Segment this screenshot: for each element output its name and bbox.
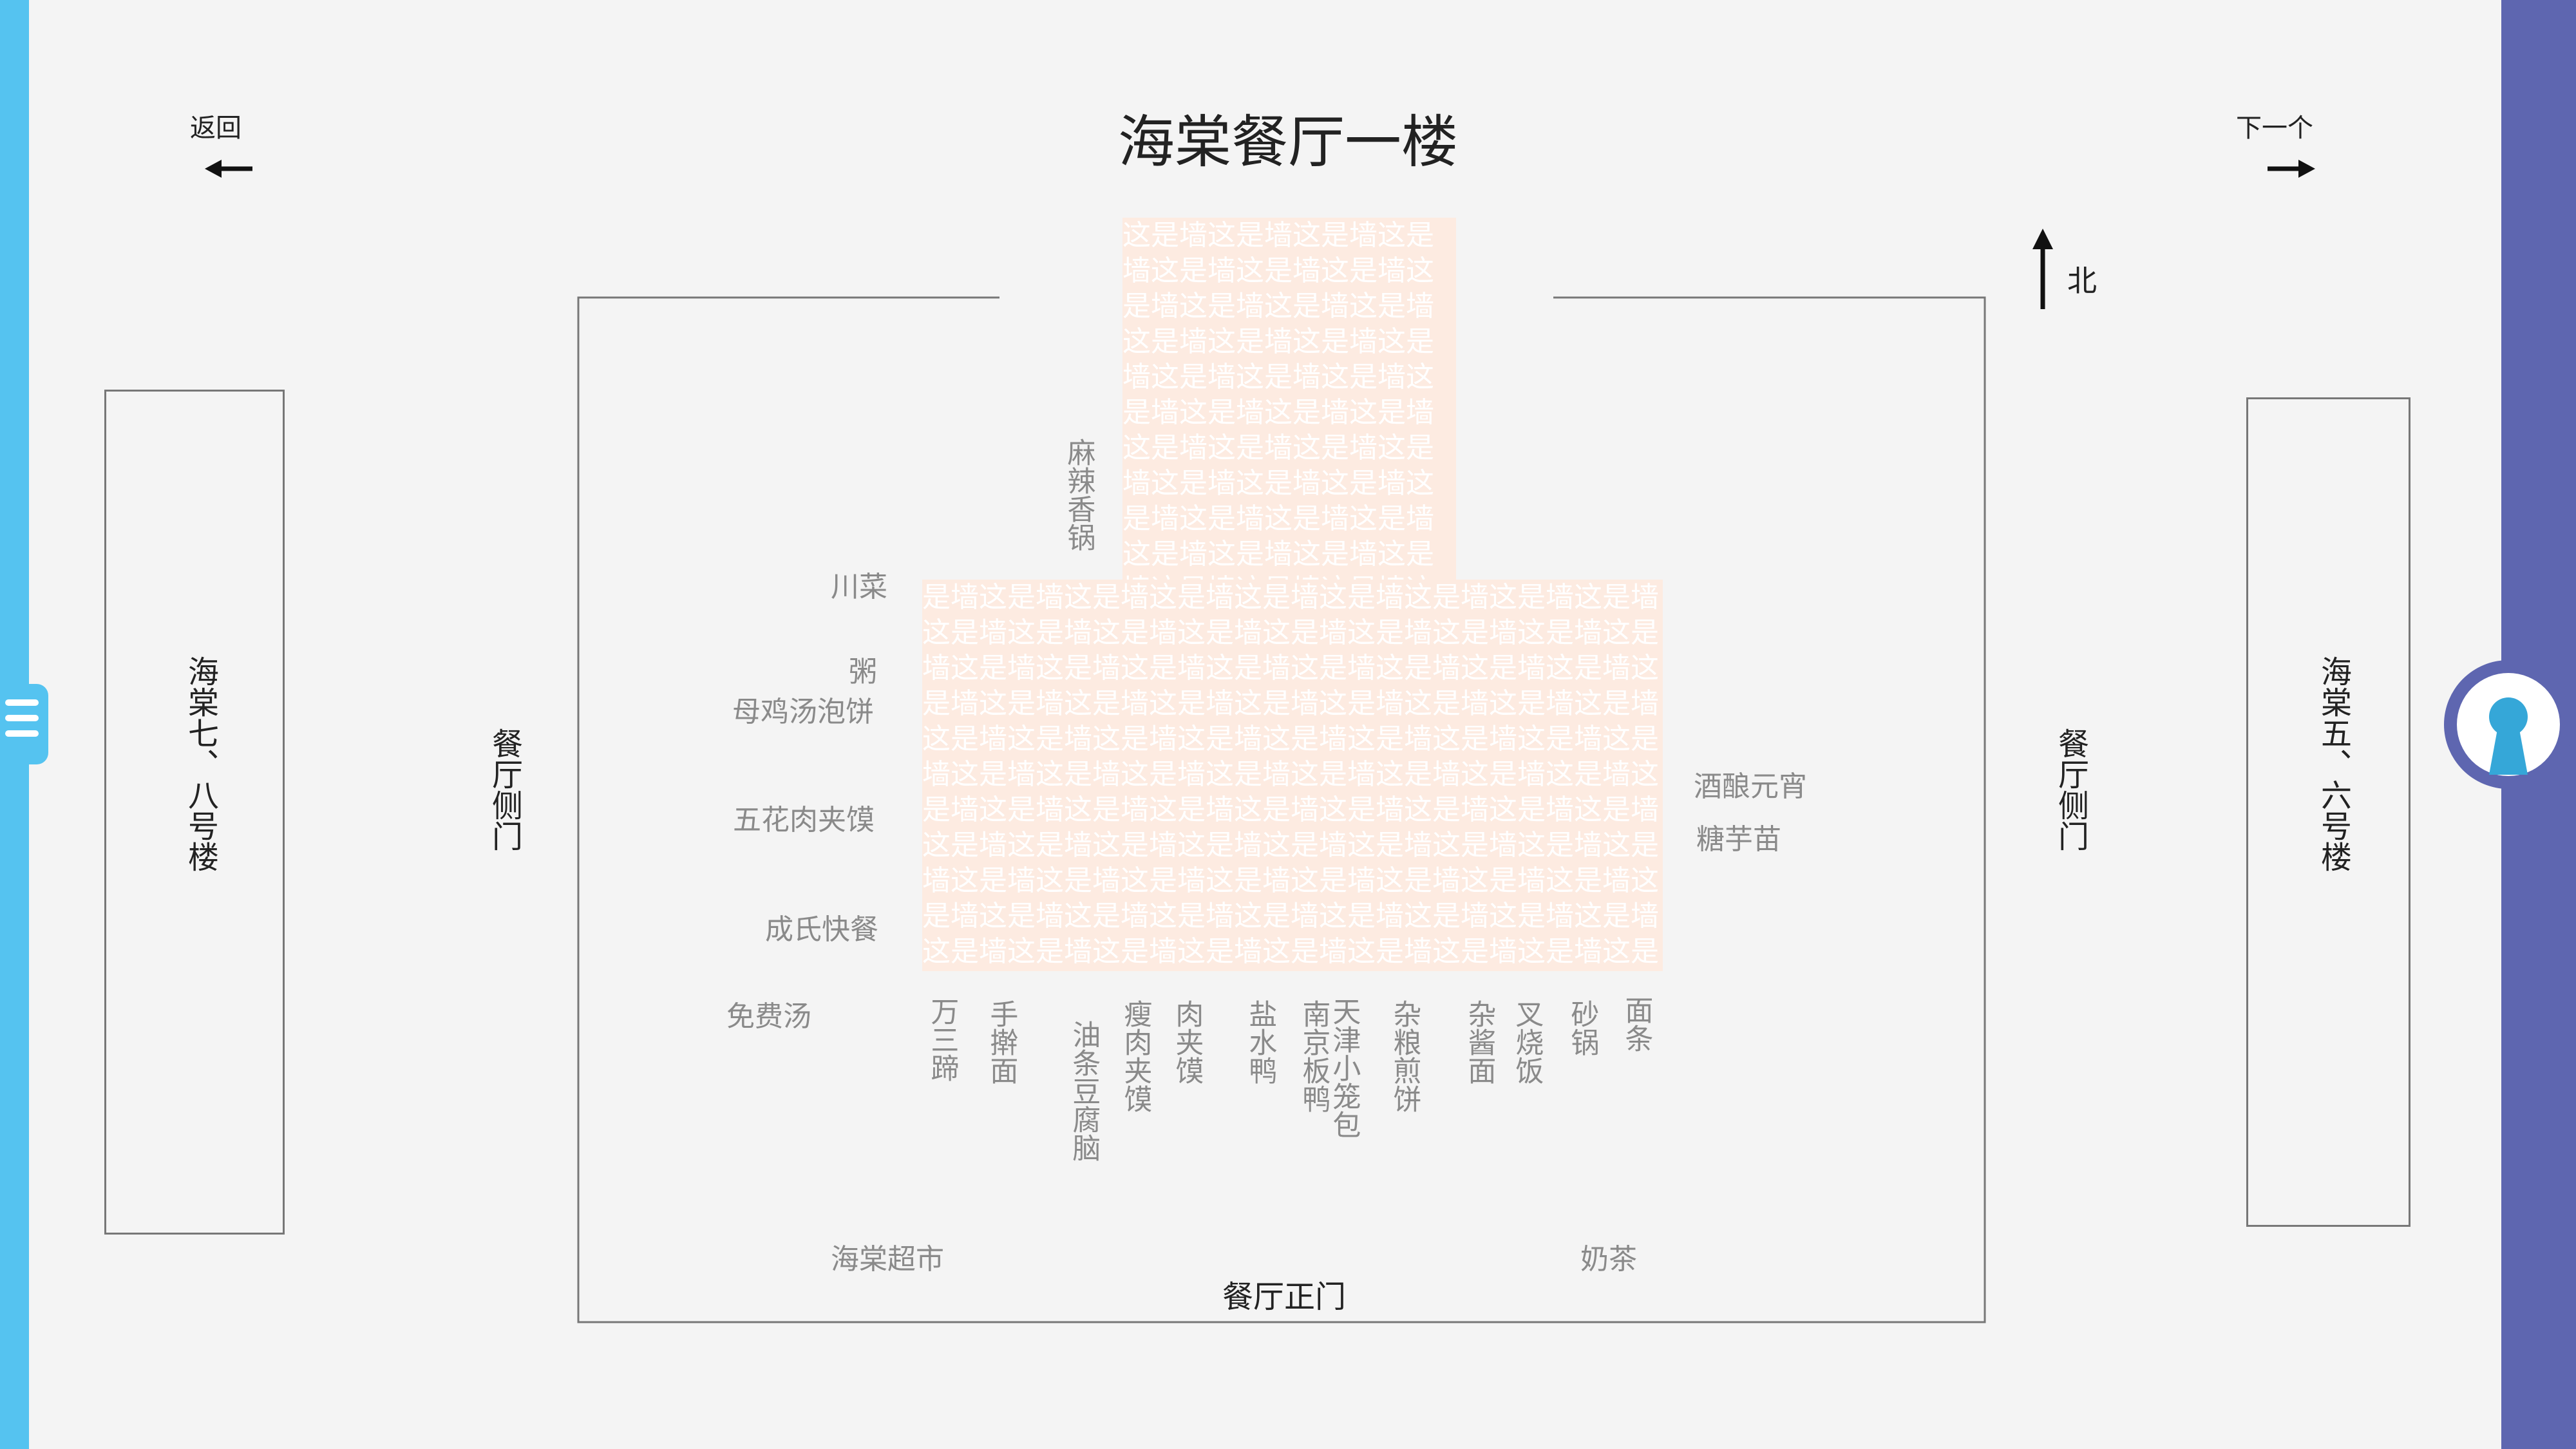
stall-naicha[interactable]: 奶茶 (1580, 1243, 1637, 1276)
stall-jiuniang[interactable]: 酒酿元宵 (1694, 770, 1807, 803)
lock-button[interactable] (2444, 660, 2573, 789)
stall-zhou[interactable]: 粥 (849, 656, 877, 688)
menu-icon (5, 699, 39, 737)
stall-malaxiangguo[interactable]: 麻辣香锅 (1062, 438, 1095, 551)
stall-chuancai[interactable]: 川菜 (831, 571, 887, 603)
building-right-label: 海棠五、六号楼 (2315, 656, 2351, 872)
wall-block-main: 是墙这是墙这是墙这是墙这是墙这是墙这是墙这是墙这是墙这是墙这是墙这是墙这是墙这是… (922, 580, 1663, 971)
stall-shaguo[interactable]: 砂锅 (1566, 999, 1599, 1056)
wall-block-top: 这是墙这是墙这是墙这是墙这是墙这是墙这是墙这是墙这是墙这是墙这是墙这是墙这是墙这… (1122, 218, 1456, 580)
stall-tianjin[interactable]: 天津小笼包 (1327, 997, 1361, 1139)
stall-chaoshi[interactable]: 海棠超市 (831, 1243, 944, 1276)
stall-wansanti[interactable]: 万三蹄 (925, 997, 959, 1082)
building-left[interactable] (104, 390, 285, 1235)
stall-zaliang[interactable]: 杂粮煎饼 (1388, 999, 1421, 1113)
stall-miantiao[interactable]: 面条 (1620, 996, 1653, 1052)
stall-yanshuiya[interactable]: 盐水鸭 (1244, 999, 1277, 1084)
stall-wuhuarou[interactable]: 五花肉夹馍 (733, 804, 875, 837)
stall-roujiamo[interactable]: 肉夹馍 (1170, 999, 1204, 1084)
north-arrow-icon (2032, 229, 2053, 309)
next-label[interactable]: 下一个 (2236, 113, 2313, 143)
next-arrow-icon[interactable] (2264, 156, 2315, 182)
main-door[interactable]: 餐厅正门 (1222, 1279, 1347, 1315)
menu-button[interactable] (0, 684, 48, 764)
page-title: 海棠餐厅一楼 (1117, 109, 1458, 175)
stall-chashao[interactable]: 叉烧饭 (1510, 999, 1544, 1084)
building-right[interactable] (2246, 397, 2410, 1227)
stall-chengshi[interactable]: 成氏快餐 (765, 913, 878, 946)
stall-nanjing[interactable]: 南京板鸭 (1297, 999, 1331, 1113)
building-left-label: 海棠七、八号楼 (182, 656, 218, 872)
stall-shourou[interactable]: 瘦肉夹馍 (1119, 999, 1152, 1113)
stall-zajiang[interactable]: 杂酱面 (1463, 999, 1496, 1084)
north-label: 北 (2067, 263, 2097, 298)
stall-tangyumiao[interactable]: 糖芋苗 (1696, 823, 1781, 856)
stall-youtiao[interactable]: 油条豆腐脑 (1067, 1020, 1101, 1162)
stall-mianfeitang[interactable]: 免费汤 (726, 1000, 811, 1033)
east-side-door[interactable]: 餐厅侧门 (2052, 728, 2088, 851)
keyhole-icon (2489, 697, 2528, 775)
stall-mujitang[interactable]: 母鸡汤泡饼 (732, 696, 874, 728)
west-side-door[interactable]: 餐厅侧门 (486, 728, 522, 851)
back-label[interactable]: 返回 (190, 113, 242, 143)
back-arrow-icon[interactable] (205, 156, 256, 182)
stall-shougan[interactable]: 手擀面 (985, 999, 1018, 1084)
